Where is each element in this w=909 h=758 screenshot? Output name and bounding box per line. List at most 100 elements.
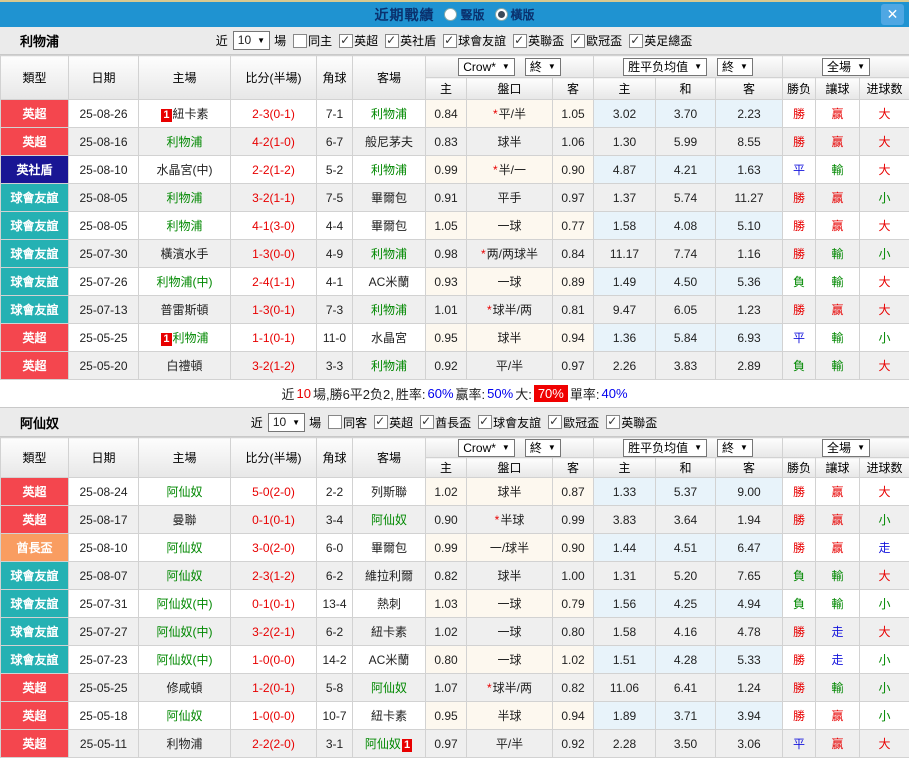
result-cell: 勝 <box>783 646 816 674</box>
half-score: (1-1) <box>270 191 295 205</box>
full-score: 2-2 <box>252 163 269 177</box>
fulltime-select[interactable]: 全場▼ <box>822 58 870 76</box>
handicap-result-header: 讓球 <box>816 78 860 100</box>
match-date: 25-05-20 <box>69 352 139 380</box>
avg-draw: 3.83 <box>656 352 716 380</box>
handicap-result: 輸 <box>832 569 844 583</box>
avg-type-select[interactable]: 胜平负均值▼ <box>623 439 707 457</box>
full-score: 4-1 <box>252 219 269 233</box>
corner-score: 4-9 <box>317 240 353 268</box>
type-badge: 球會友誼 <box>1 240 69 268</box>
recent-count-value: 10 <box>273 415 286 430</box>
avg-away: 1.63 <box>716 156 783 184</box>
type-badge: 球會友誼 <box>1 646 69 674</box>
fulltime-select-value: 全場 <box>827 441 851 455</box>
away-odds: 1.00 <box>553 562 594 590</box>
competition-checkbox[interactable] <box>606 415 620 429</box>
bookmaker-select[interactable]: Crow*▼ <box>458 439 515 457</box>
away-odds: 1.02 <box>553 646 594 674</box>
date-column-header: 日期 <box>69 56 139 100</box>
close-icon[interactable]: ✕ <box>881 4 904 25</box>
away-odds: 0.77 <box>553 212 594 240</box>
handicap-text: 一/球半 <box>490 541 529 555</box>
final-odds-select[interactable]: 終▼ <box>525 439 561 457</box>
date-column-header: 日期 <box>69 438 139 478</box>
competition-checkbox[interactable] <box>374 415 388 429</box>
radio-vertical-label[interactable]: 豎版 <box>460 6 484 23</box>
competition-checkbox[interactable] <box>385 34 399 48</box>
competition-checkbox[interactable] <box>339 34 353 48</box>
competition-checkbox[interactable] <box>443 34 457 48</box>
result-cell: 輸 <box>816 240 860 268</box>
handicap-result: 赢 <box>832 303 844 317</box>
away-team-cell: 阿仙奴 <box>353 674 426 702</box>
handicap-text: 球半 <box>497 135 521 149</box>
wdl-result: 負 <box>793 359 805 373</box>
avg-draw: 3.64 <box>656 506 716 534</box>
half-score: (0-1) <box>270 681 295 695</box>
home-odds: 1.02 <box>426 618 467 646</box>
handicap-text: 半/一 <box>499 163 526 177</box>
away-team-cell: 畢爾包 <box>353 184 426 212</box>
result-cell: 勝 <box>783 128 816 156</box>
avg-home-header: 主 <box>594 458 656 478</box>
result-cell: 平 <box>783 156 816 184</box>
result-cell: 小 <box>860 506 909 534</box>
summary-segment: 大: <box>515 384 532 403</box>
avg-home: 1.49 <box>594 268 656 296</box>
avg-final-select-value: 終 <box>722 60 734 74</box>
recent-count-value: 10 <box>238 33 251 48</box>
away-team-name: 阿仙奴 <box>371 513 407 527</box>
result-cell: 赢 <box>816 534 860 562</box>
handicap-result: 赢 <box>832 219 844 233</box>
goals-result: 大 <box>879 135 891 149</box>
competition-checkbox[interactable] <box>548 415 562 429</box>
recent-count-select[interactable]: 10▼ <box>233 31 270 50</box>
type-badge: 球會友誼 <box>1 296 69 324</box>
final-odds-select[interactable]: 終▼ <box>525 58 561 76</box>
radio-vertical-layout[interactable] <box>444 8 457 21</box>
competition-label: 球會友誼 <box>458 32 506 49</box>
competition-checkbox[interactable] <box>420 415 434 429</box>
handicap-result: 赢 <box>832 107 844 121</box>
recent-count-select[interactable]: 10▼ <box>268 413 305 432</box>
fulltime-select[interactable]: 全場▼ <box>822 439 870 457</box>
wdl-result: 勝 <box>793 625 805 639</box>
score-cell: 1-1(0-1) <box>231 324 317 352</box>
full-score: 1-2 <box>252 681 269 695</box>
avg-home: 1.44 <box>594 534 656 562</box>
competition-checkbox[interactable] <box>513 34 527 48</box>
away-team-cell: 利物浦 <box>353 100 426 128</box>
competition-checkbox[interactable] <box>571 34 585 48</box>
home-team-name: 利物浦(中) <box>157 275 213 289</box>
avg-type-select[interactable]: 胜平负均值▼ <box>623 58 707 76</box>
type-badge: 英超 <box>1 324 69 352</box>
avg-away: 2.89 <box>716 352 783 380</box>
wdl-result: 負 <box>793 569 805 583</box>
radio-horizontal-label[interactable]: 橫版 <box>511 6 535 23</box>
corner-column-header: 角球 <box>317 438 353 478</box>
type-badge: 球會友誼 <box>1 184 69 212</box>
avg-final-select[interactable]: 終▼ <box>717 58 753 76</box>
same-venue-checkbox[interactable] <box>328 415 342 429</box>
competition-label: 酋長盃 <box>435 414 471 431</box>
dropdown-arrow-icon: ▼ <box>694 60 702 74</box>
fulltime-select-value: 全場 <box>827 60 851 74</box>
goals-result: 大 <box>879 163 891 177</box>
radio-horizontal-layout[interactable] <box>495 8 508 21</box>
avg-away: 1.23 <box>716 296 783 324</box>
result-cell: 勝 <box>783 100 816 128</box>
bookmaker-select[interactable]: Crow*▼ <box>458 58 515 76</box>
avg-home: 1.33 <box>594 478 656 506</box>
match-date: 25-05-18 <box>69 702 139 730</box>
filter-bar: 近10▼場同主英超英社盾球會友誼英聯盃歐冠盃英足總盃 <box>216 31 693 50</box>
home-odds: 1.05 <box>426 212 467 240</box>
competition-checkbox[interactable] <box>478 415 492 429</box>
competition-checkbox[interactable] <box>629 34 643 48</box>
handicap-text: 球半/两 <box>493 303 532 317</box>
home-team-cell: 普雷斯頓 <box>139 296 231 324</box>
star-icon: * <box>495 513 500 527</box>
same-venue-checkbox[interactable] <box>293 34 307 48</box>
avg-final-select[interactable]: 終▼ <box>717 439 753 457</box>
